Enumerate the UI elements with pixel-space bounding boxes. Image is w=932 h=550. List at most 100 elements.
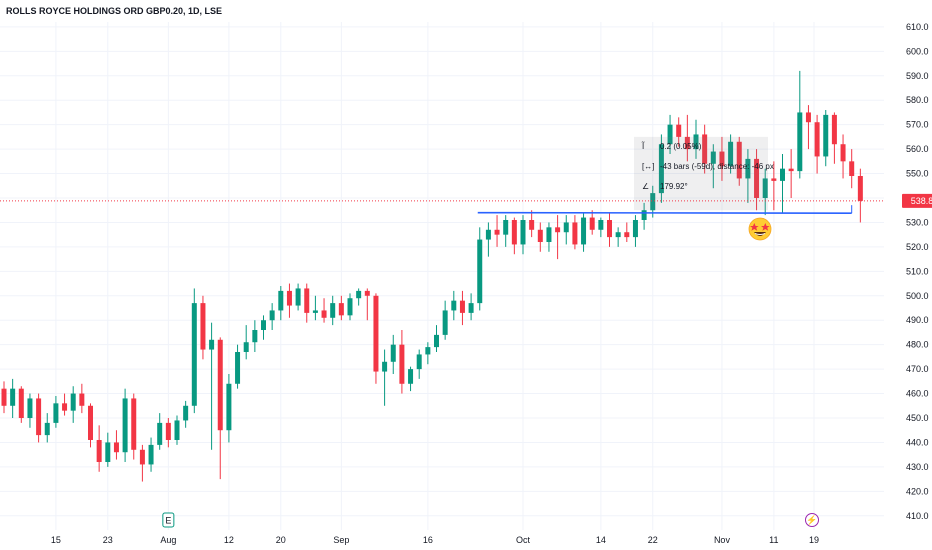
candle[interactable]: [295, 283, 301, 311]
candle[interactable]: [710, 144, 716, 189]
candle[interactable]: [356, 288, 362, 306]
candle[interactable]: [563, 215, 569, 245]
candle[interactable]: [53, 396, 59, 428]
candle[interactable]: [1, 381, 7, 414]
candle[interactable]: [243, 325, 249, 360]
candle[interactable]: [555, 215, 561, 260]
candle[interactable]: [330, 295, 336, 326]
candle[interactable]: [771, 161, 777, 211]
candle[interactable]: [780, 154, 785, 213]
candle[interactable]: [598, 217, 604, 238]
candle[interactable]: [382, 349, 388, 406]
candle[interactable]: [261, 315, 266, 340]
candle[interactable]: [416, 349, 422, 379]
candle[interactable]: [667, 114, 673, 154]
candle[interactable]: [624, 222, 630, 242]
time-axis[interactable]: 15 23 Aug 12 20 Sep 16 Oct 14 22 Nov 11 19 E ⚡: [0, 512, 884, 550]
candle[interactable]: [105, 432, 111, 467]
candle[interactable]: [442, 300, 448, 340]
candle[interactable]: [269, 303, 275, 330]
candle[interactable]: [546, 222, 552, 252]
candle[interactable]: [390, 334, 396, 374]
candle[interactable]: [27, 393, 33, 428]
candle[interactable]: [684, 114, 690, 162]
candle[interactable]: [805, 105, 811, 150]
candle[interactable]: [494, 215, 500, 247]
candle[interactable]: [676, 117, 682, 147]
candle[interactable]: [728, 134, 734, 174]
candle[interactable]: [200, 295, 206, 360]
candle[interactable]: [693, 119, 699, 159]
candle[interactable]: [338, 295, 344, 321]
candle[interactable]: [641, 202, 647, 230]
candle[interactable]: [122, 388, 128, 462]
candle[interactable]: [615, 227, 621, 247]
candle[interactable]: [70, 386, 76, 423]
candle[interactable]: [18, 386, 24, 423]
candle[interactable]: [148, 437, 154, 472]
candle[interactable]: [191, 288, 197, 414]
candle[interactable]: [823, 110, 829, 167]
candle[interactable]: [459, 290, 465, 326]
price-axis[interactable]: 410.0 420.0 430.0 440.0 450.0 460.0 470.0 480.0…: [884, 0, 932, 550]
candle[interactable]: [278, 286, 284, 321]
candle[interactable]: [511, 217, 517, 255]
candle[interactable]: [62, 393, 68, 416]
candle[interactable]: [408, 366, 414, 392]
candle[interactable]: [165, 418, 171, 448]
candle[interactable]: [849, 149, 855, 189]
candle[interactable]: [79, 383, 85, 414]
candle[interactable]: [286, 283, 292, 318]
candle[interactable]: [373, 293, 379, 384]
earnings-event-icon[interactable]: E: [162, 512, 175, 528]
candle[interactable]: [788, 149, 794, 198]
candle[interactable]: [468, 293, 474, 321]
candle[interactable]: [96, 425, 102, 472]
candle[interactable]: [485, 222, 491, 257]
candle[interactable]: [434, 325, 439, 352]
candle[interactable]: [304, 283, 310, 323]
candle[interactable]: [840, 134, 846, 179]
candle[interactable]: [503, 215, 509, 247]
candle[interactable]: [581, 212, 587, 252]
candle[interactable]: [10, 378, 16, 418]
candle[interactable]: [736, 136, 742, 186]
candle[interactable]: [44, 413, 50, 443]
candle[interactable]: [658, 134, 664, 203]
candle[interactable]: [113, 430, 119, 460]
candle[interactable]: [520, 215, 526, 255]
candle[interactable]: [814, 114, 820, 174]
lightning-event-icon[interactable]: ⚡: [805, 513, 819, 527]
candle[interactable]: [399, 330, 405, 394]
candle[interactable]: [589, 210, 595, 235]
candle[interactable]: [217, 337, 223, 480]
candle[interactable]: [797, 70, 803, 179]
candle[interactable]: [607, 212, 612, 247]
candle[interactable]: [174, 415, 180, 445]
candle[interactable]: [702, 124, 708, 174]
candle[interactable]: [477, 227, 483, 311]
candle[interactable]: [88, 403, 93, 448]
candle[interactable]: [312, 295, 318, 321]
candle[interactable]: [762, 168, 768, 216]
candlestick-series[interactable]: [1, 70, 863, 482]
candle[interactable]: [364, 288, 370, 321]
candle[interactable]: [745, 149, 751, 203]
candle[interactable]: [451, 290, 457, 321]
candle[interactable]: [857, 168, 863, 223]
candle[interactable]: [425, 342, 431, 365]
candle[interactable]: [321, 298, 327, 323]
candle[interactable]: [226, 374, 232, 443]
candle[interactable]: [529, 210, 535, 238]
candle[interactable]: [235, 344, 241, 389]
candle[interactable]: [183, 400, 189, 428]
candle[interactable]: [632, 215, 638, 247]
candle[interactable]: [209, 322, 215, 450]
candle[interactable]: [157, 413, 163, 450]
candle[interactable]: [131, 393, 137, 460]
candle[interactable]: [572, 215, 578, 250]
candle[interactable]: [831, 112, 837, 164]
candle[interactable]: [537, 222, 543, 252]
candle[interactable]: [36, 393, 42, 443]
